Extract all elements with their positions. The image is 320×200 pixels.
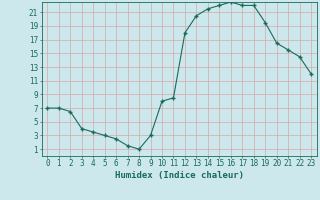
X-axis label: Humidex (Indice chaleur): Humidex (Indice chaleur): [115, 171, 244, 180]
